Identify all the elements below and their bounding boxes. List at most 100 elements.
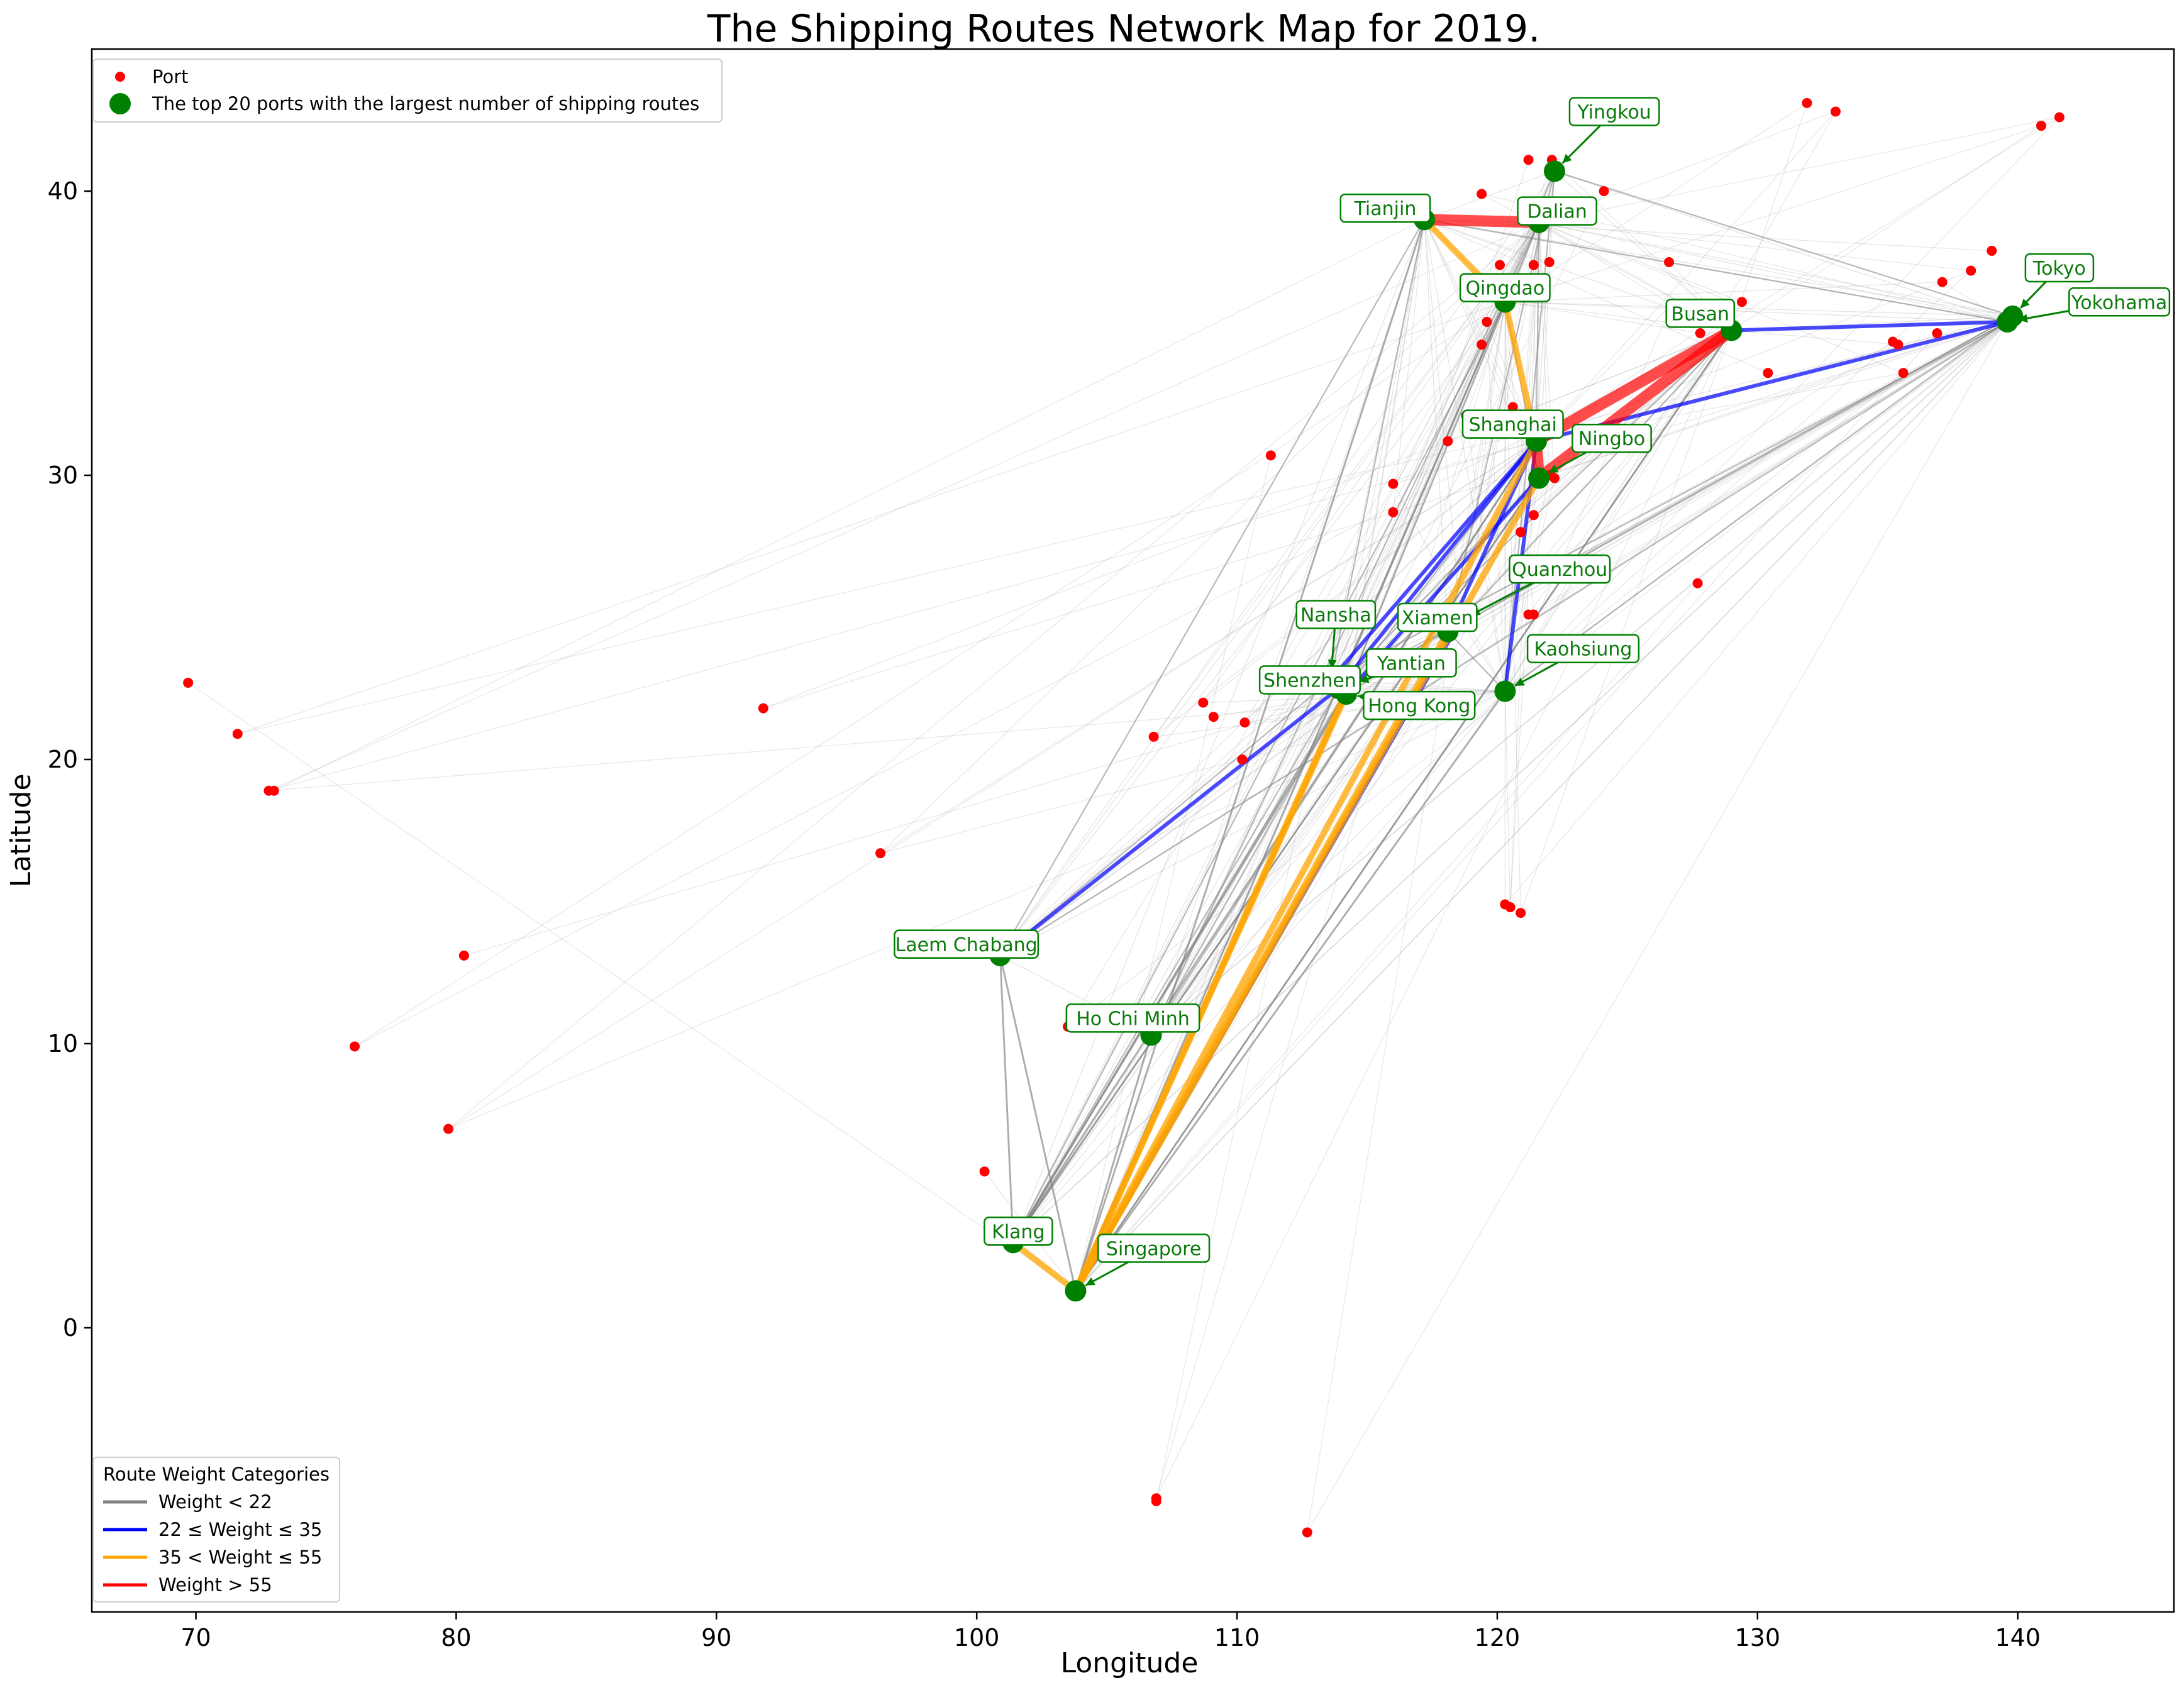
port-marker [1208,712,1219,722]
route-line [1075,321,2008,1291]
port-marker [1802,97,1812,108]
legend-port-label: Port [152,66,189,87]
top-port-marker [1528,467,1550,489]
route-line [237,301,1505,734]
port-marker [1932,328,1943,338]
port-label-text: Qingdao [1465,278,1544,300]
port-label-box [1665,299,1735,328]
x-tick-label: 70 [180,1624,211,1652]
route-line [1010,1239,1079,1294]
route-line [1012,440,1538,1244]
legend-weight-top-label: Weight > 55 [158,1574,272,1596]
port-label-group: Laem Chabang [894,929,1039,959]
port-marker [1495,260,1505,270]
port-label-group: Hong Kong [1357,690,1476,720]
route-line [1156,219,1425,1501]
route-line [880,222,1539,854]
route-line [463,693,1347,956]
port-label-box [1509,554,1611,584]
route-line [998,687,1341,957]
port-marker [875,848,886,859]
port-label-box [1461,409,1564,439]
route-line [1074,1034,1152,1292]
top-port-marker [1543,160,1565,182]
x-tick-label: 120 [1475,1624,1521,1652]
port-label-box [1397,602,1478,632]
route-line [999,321,2008,956]
route-line [1242,321,2008,760]
route-line [448,222,1539,1130]
port-marker [1151,1493,1161,1504]
route-line [1447,302,1505,632]
route-line [1150,219,1425,1035]
route-line [1067,301,1505,1027]
port-label-arrowhead [1328,659,1337,669]
port-marker [1523,155,1534,165]
port-marker [458,950,469,961]
route-line [1072,438,1540,1294]
route-line [1424,219,2013,317]
port-label-arrowhead [1548,465,1559,473]
port-label-box [1097,1233,1211,1263]
port-label-text: Laem Chabang [895,934,1038,956]
route-line [999,222,1539,956]
route-line [269,441,1537,792]
route-line [1505,102,1807,302]
port-label-text: Tokyo [2032,258,2086,280]
route-line [1000,478,1539,956]
port-marker [1937,277,1948,287]
route-line [1393,441,1537,485]
y-tick-label: 10 [48,1030,78,1057]
route-line [1729,319,2010,333]
port-marker [1736,297,1747,307]
port-label-box [984,1217,1053,1246]
route-line [448,690,1505,1130]
y-tick-label: 40 [48,177,78,205]
port-label-group: Yokohama [2018,287,2171,323]
route-line [1539,222,2013,317]
port-label-text: Yingkou [1577,101,1651,123]
port-label-text: Dalian [1527,201,1587,223]
port-label-text: Shanghai [1469,414,1557,436]
port-marker [979,1166,990,1177]
port-label-text: Quanzhou [1512,559,1607,581]
route-line [1504,315,2014,692]
route-line [1012,321,2008,1243]
port-label-text: Hong Kong [1368,695,1470,717]
port-label-group: Busan [1665,299,1735,328]
port-label-arrowhead [1562,153,1572,163]
port-labels-layer: Yingkou Tianjin Dalian Qingdao Busan Tokyo Yok… [894,97,2171,1286]
route-line [1012,680,1331,1243]
route-line [187,682,1076,1291]
legend-weight-high-label: 35 < Weight ≤ 55 [158,1547,322,1568]
route-line [1504,304,1672,692]
route-line [1538,222,1743,302]
port-label-text: Nansha [1300,604,1372,626]
route-line [354,329,1732,1047]
route-line [1536,111,1836,442]
route-line [1447,631,1506,692]
port-marker [350,1041,360,1052]
port-label-box [2068,287,2171,317]
route-line [1504,301,1743,692]
route-line [1012,316,2013,1243]
route-line [1538,222,1904,373]
port-marker [1198,697,1209,708]
plot-frame [91,48,2175,1613]
route-line [1505,125,2042,302]
route-line [1348,171,1555,686]
port-marker [1599,186,1609,196]
route-line [269,222,1539,792]
route-line [1531,324,1738,447]
route-line [999,679,1331,956]
port-marker [758,703,768,714]
route-line [999,954,1077,1292]
port-marker [1763,368,1773,378]
x-tick-label: 140 [1995,1624,2041,1652]
route-line [1075,680,1331,1291]
route-line [237,321,2008,734]
route-line [1151,321,2008,1035]
route-line [1012,688,1339,1243]
route-line [1424,219,1461,621]
